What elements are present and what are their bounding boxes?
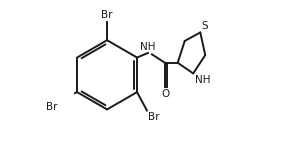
- Text: O: O: [162, 89, 170, 99]
- Text: NH: NH: [194, 75, 210, 85]
- Text: Br: Br: [148, 112, 159, 122]
- Text: Br: Br: [46, 102, 58, 112]
- Text: NH: NH: [140, 42, 156, 52]
- Text: Br: Br: [101, 10, 113, 20]
- Text: S: S: [202, 21, 208, 31]
